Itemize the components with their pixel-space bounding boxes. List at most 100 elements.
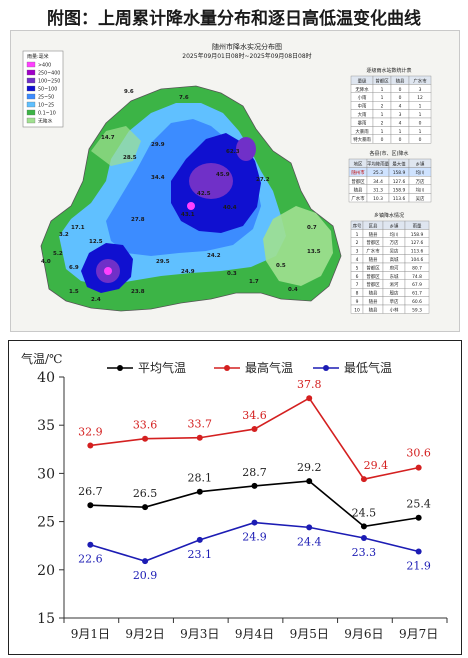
data-label: 28.1 xyxy=(188,472,213,485)
data-label: 26.7 xyxy=(78,485,103,498)
data-label: 28.7 xyxy=(242,466,267,479)
table-cell-text: 74.8 xyxy=(412,274,422,280)
table-cell-text: 东城 xyxy=(390,273,399,280)
table-header-text: 地区 xyxy=(354,161,363,168)
data-point xyxy=(196,488,203,495)
table-cell-text: 均川 xyxy=(390,231,399,238)
station-value: 14.7 xyxy=(101,135,115,141)
table-cell-text: 104.6 xyxy=(411,257,424,263)
table-cell-text: 随州市 xyxy=(351,169,365,176)
station-value: 7.6 xyxy=(179,95,189,101)
station-value: 40.4 xyxy=(223,205,237,211)
station-value: 3.2 xyxy=(59,232,69,238)
table-cell-text: 大暴雨 xyxy=(355,128,369,135)
table-cell xyxy=(408,134,432,144)
table-cell-text: 0 xyxy=(419,120,422,126)
chart-series: 26.7 26.5 28.1 28.7 29.2 24.5 25.4 32.9 33.6 33.7… xyxy=(78,378,431,582)
table2-title: 各县(市、区)降水 xyxy=(370,150,409,157)
table-cell-text: 2 xyxy=(356,240,359,246)
table-cell-text: 1 xyxy=(381,95,384,101)
rainfall-map-panel: 随州市降水实况分布图 2025年09月01日08时~2025年09月08日08时… xyxy=(10,30,460,332)
table-cell-text: 均川 xyxy=(416,186,425,193)
station-value: 24.2 xyxy=(207,253,221,259)
table-header-text: 区县 xyxy=(369,223,378,229)
legend-marker xyxy=(117,365,123,371)
data-point xyxy=(415,514,422,521)
table-cell-text: 158.9 xyxy=(411,232,424,238)
table-header-text: 最大值 xyxy=(392,161,406,168)
table-cell-text: 吴店 xyxy=(416,195,425,202)
table-cell-text: 4 xyxy=(356,257,359,263)
station-value: 1.7 xyxy=(249,279,259,285)
data-point xyxy=(251,519,258,526)
table-cell-text: 曾都区 xyxy=(366,264,380,271)
table-cell xyxy=(408,193,432,203)
data-point xyxy=(306,524,313,531)
table-cell-text: 广水市 xyxy=(351,195,365,202)
data-point xyxy=(415,548,422,555)
table-cell-text: 1 xyxy=(381,112,384,118)
temperature-line-chart: 气温/℃ 平均气温 最高气温 最低气温 15 20 25 30 35 40 9月1日 9月2日 9月… xyxy=(21,351,448,641)
legend-marker xyxy=(224,365,230,371)
chart-axes: 15 20 25 30 35 40 9月1日 9月2日 9月3日 9月4日 9月5日 9月6日 9月7日 xyxy=(37,370,448,641)
table-cell-text: 随县 xyxy=(369,290,378,297)
data-point xyxy=(306,478,313,485)
table-cell-text: 吴店 xyxy=(390,248,399,255)
zone-northwest-light xyxy=(91,126,141,166)
table-cell-text: 31.3 xyxy=(373,187,383,193)
legend-swatch xyxy=(26,61,36,68)
data-point xyxy=(360,534,367,541)
table-cell-text: 113.6 xyxy=(411,249,424,255)
table-cell-text: 3 xyxy=(399,112,402,118)
data-label: 24.4 xyxy=(297,535,322,548)
table-cell-text: 113.6 xyxy=(393,196,406,202)
data-label: 25.4 xyxy=(406,498,431,511)
chart-legend: 平均气温 最高气温 最低气温 xyxy=(107,360,392,375)
table-cell-text: 158.9 xyxy=(393,170,406,176)
legend-label: 0.1~10 xyxy=(38,111,56,117)
table-cell-text: 6 xyxy=(356,274,359,280)
legend-label: 10~25 xyxy=(38,103,54,109)
data-label: 37.8 xyxy=(297,378,322,391)
table-cell-text: 0 xyxy=(381,137,384,143)
data-point xyxy=(142,435,149,442)
table-cell-text: 158.9 xyxy=(393,187,406,193)
table-cell-text: 随县 xyxy=(369,306,378,313)
data-label: 22.6 xyxy=(78,553,103,566)
station-value: 17.1 xyxy=(71,225,85,231)
table-header-text: 乡镇 xyxy=(390,222,399,229)
table-cell-text: 暴雨 xyxy=(358,120,367,126)
map-legend-title: 雨量:毫米 xyxy=(27,53,49,60)
legend-label: >400 xyxy=(38,63,51,69)
data-point xyxy=(196,536,203,543)
data-point xyxy=(87,502,94,509)
table-cell-text: 淅河 xyxy=(390,281,399,288)
table-cell-text: 万店 xyxy=(390,239,399,246)
data-point xyxy=(415,464,422,471)
table-cell-text: 中雨 xyxy=(358,103,367,110)
table-cell-text: 25.3 xyxy=(373,170,383,176)
data-label: 33.7 xyxy=(188,418,213,431)
data-label: 30.6 xyxy=(406,447,431,460)
legend-swatch xyxy=(26,109,36,116)
legend-label: 最低气温 xyxy=(344,360,392,375)
legend-label: 50~100 xyxy=(38,87,57,93)
table-cell-text: 1 xyxy=(419,112,422,118)
table-cell-text: 曾都区 xyxy=(366,273,380,280)
data-label: 24.5 xyxy=(352,506,377,519)
table-header-text: 广水市 xyxy=(413,77,427,84)
x-tick-label: 9月7日 xyxy=(399,627,438,641)
table-cell-text: 0 xyxy=(399,95,402,101)
table-header-text: 量级 xyxy=(358,77,367,84)
station-value: 2.4 xyxy=(91,297,101,303)
station-value: 0.4 xyxy=(288,287,298,293)
table-cell-text: 随县 xyxy=(369,231,378,238)
station-value: 62.3 xyxy=(226,149,240,155)
table-cell-text: 4 xyxy=(399,120,402,126)
table-cell-text: 小雨 xyxy=(358,94,367,101)
data-label: 34.6 xyxy=(242,409,267,422)
station-value: 0.3 xyxy=(227,271,237,277)
data-point xyxy=(306,395,313,402)
